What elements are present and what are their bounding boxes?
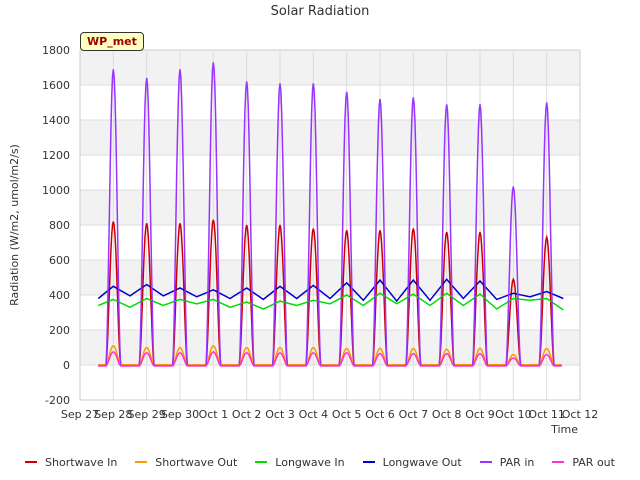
legend-label: Shortwave Out	[155, 455, 238, 469]
x-tick-label: Sep 29	[128, 408, 166, 421]
legend-item: PAR out	[552, 452, 615, 472]
grid-band	[80, 120, 580, 155]
y-tick-label: 1600	[42, 79, 70, 92]
x-tick-label: Oct 6	[365, 408, 395, 421]
x-axis-title: Time	[550, 423, 578, 436]
y-tick-label: 1400	[42, 114, 70, 127]
legend-item: Shortwave In	[25, 452, 117, 472]
x-tick-label: Oct 3	[265, 408, 295, 421]
grid-band	[80, 260, 580, 295]
legend-item: PAR in	[479, 452, 535, 472]
legend-item: Longwave In	[255, 452, 345, 472]
x-tick-label: Oct 4	[299, 408, 329, 421]
x-tick-label: Oct 11	[528, 408, 565, 421]
y-axis-title: Radiation (W/m2, umol/m2/s)	[8, 144, 21, 306]
x-tick-label: Oct 10	[495, 408, 532, 421]
series-layer	[97, 62, 564, 367]
grid-band	[80, 190, 580, 225]
x-tick-label: Oct 12	[562, 408, 599, 421]
grid-band	[80, 50, 580, 85]
legend-label: Longwave In	[275, 455, 345, 469]
background-bands	[80, 50, 580, 365]
series-line-shortwave-out	[98, 344, 562, 366]
legend-swatch	[135, 461, 148, 463]
x-tick-label: Oct 8	[432, 408, 462, 421]
x-tick-label: Oct 1	[199, 408, 229, 421]
legend-label: PAR in	[499, 455, 535, 469]
x-tick-label: Oct 9	[465, 408, 495, 421]
y-tick-label: 1000	[42, 184, 70, 197]
plot-frame	[79, 49, 581, 401]
x-tick-label: Sep 27	[61, 408, 99, 421]
y-tick-label: 1800	[42, 44, 70, 57]
series-line-par-out	[98, 351, 562, 367]
chart-legend: Shortwave In Shortwave Out Longwave In Long…	[0, 452, 640, 472]
legend-swatch	[255, 461, 268, 463]
y-axis-ticks: -200 0 200 400 600 800 1000 1200 1400 1600 1800	[42, 44, 70, 407]
legend-swatch	[25, 461, 38, 463]
y-tick-label: 0	[63, 359, 70, 372]
y-tick-label: 200	[49, 324, 70, 337]
x-tick-label: Oct 2	[232, 408, 262, 421]
legend-label: PAR out	[572, 455, 615, 469]
x-tick-label: Oct 5	[332, 408, 362, 421]
chart-title: Solar Radiation	[271, 4, 370, 19]
y-tick-label: 400	[49, 289, 70, 302]
x-tick-label: Sep 28	[94, 408, 132, 421]
x-tick-label: Sep 30	[161, 408, 199, 421]
legend-label: Shortwave In	[45, 455, 118, 469]
x-tick-label: Oct 7	[399, 408, 429, 421]
legend-label: Longwave Out	[382, 455, 462, 469]
grid-band	[80, 330, 580, 365]
legend-item: Longwave Out	[362, 452, 462, 472]
y-tick-label: -200	[45, 394, 70, 407]
legend-item: Shortwave Out	[135, 452, 237, 472]
legend-swatch	[552, 461, 565, 463]
y-tick-label: 800	[49, 219, 70, 232]
legend-swatch	[479, 461, 492, 463]
y-tick-label: 600	[49, 254, 70, 267]
y-tick-label: 1200	[42, 149, 70, 162]
legend-swatch	[362, 461, 375, 463]
site-label-badge: WP_met	[80, 32, 144, 51]
